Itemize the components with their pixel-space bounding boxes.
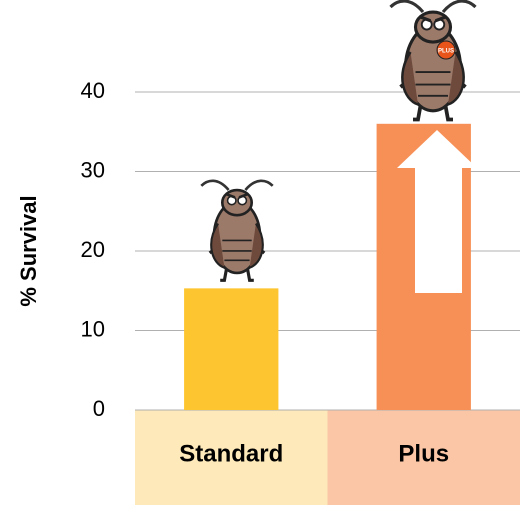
bar	[184, 288, 279, 410]
badge	[436, 40, 456, 60]
y-tick-label: 20	[81, 237, 105, 262]
x-tick-label: Standard	[179, 440, 283, 467]
y-tick-label: 30	[81, 157, 105, 182]
category-background	[327, 410, 520, 505]
x-tick-label: Plus	[398, 440, 449, 467]
badge-text: PLUS	[438, 49, 454, 55]
y-axis-label: % Survival	[16, 195, 41, 306]
arrow	[397, 130, 477, 293]
category-background	[135, 410, 328, 505]
roach-standard	[199, 179, 275, 282]
y-tick-label: 0	[93, 396, 105, 421]
category-backgrounds: Standard Plus	[135, 410, 520, 505]
y-tick-label: 40	[81, 78, 105, 103]
y-tick-label: 10	[81, 316, 105, 341]
roach-plus	[388, 0, 478, 122]
